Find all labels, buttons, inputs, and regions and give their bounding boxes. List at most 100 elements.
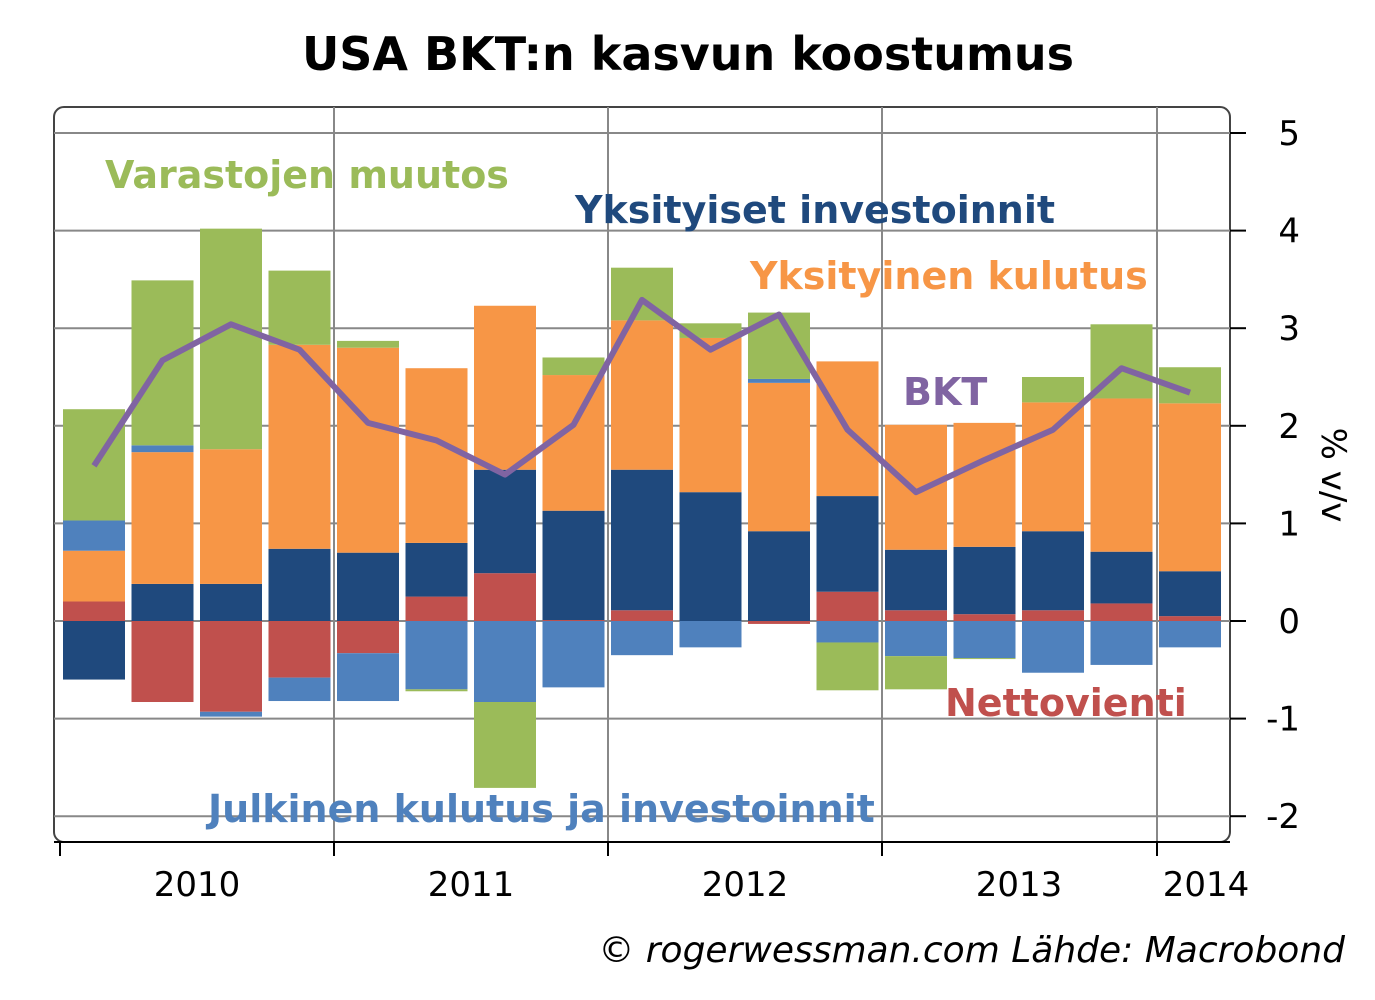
bar-nettovienti [200,621,262,712]
bar-yksityiset-investoinnit [748,531,810,621]
bar-yksityinen-kulutus [679,337,742,493]
bar-varastojen-muutos [542,357,605,376]
bar-yksityinen-kulutus [268,344,331,549]
bar-nettovienti [1090,603,1153,621]
bar-nettovienti [63,601,125,621]
bar-yksityinen-kulutus [337,347,399,553]
legend-label-government: Julkinen kulutus ja investoinnit [205,787,875,831]
bar-yksityiset-investoinnit [679,492,742,621]
bar-yksityiset-investoinnit [131,583,194,621]
bar-nettovienti [1159,616,1221,621]
bar-julkinen-kulutus-ja-investoinnit [131,445,194,453]
bar-julkinen-kulutus-ja-investoinnit [474,621,536,703]
y-tick-label: 3 [1278,309,1300,349]
bar-julkinen-kulutus-ja-investoinnit [63,520,125,551]
bar-nettovienti [885,610,947,621]
bar-nettovienti [1022,610,1084,621]
bar-yksityinen-kulutus [885,424,947,550]
bar-nettovienti [131,621,194,703]
bar-julkinen-kulutus-ja-investoinnit [337,653,399,702]
bar-julkinen-kulutus-ja-investoinnit [1090,621,1153,665]
x-tick-label: 2012 [702,865,789,905]
bar-julkinen-kulutus-ja-investoinnit [542,621,605,688]
bar-julkinen-kulutus-ja-investoinnit [611,621,673,656]
bar-yksityinen-kulutus [1090,398,1153,552]
bar-yksityinen-kulutus [953,422,1016,547]
source-credit: © rogerwessman.com Lähde: Macrobond [598,930,1346,971]
bar-nettovienti [816,591,879,621]
x-tick-label: 2013 [976,865,1063,905]
bar-yksityinen-kulutus [131,452,194,584]
bar-nettovienti [474,573,536,621]
bar-yksityinen-kulutus [1022,402,1084,532]
bar-yksityiset-investoinnit [200,583,262,621]
bar-yksityiset-investoinnit [63,621,125,680]
bar-yksityiset-investoinnit [474,469,536,574]
bar-varastojen-muutos [405,689,468,692]
bar-nettovienti [268,621,331,678]
bar-yksityiset-investoinnit [816,496,879,592]
legend-label-private-consumption: Yksityinen kulutus [749,254,1148,298]
y-axis-label: % v/v [1313,428,1353,523]
bar-yksityiset-investoinnit [1159,571,1221,617]
bar-julkinen-kulutus-ja-investoinnit [679,621,742,648]
bar-varastojen-muutos [337,340,399,348]
bar-julkinen-kulutus-ja-investoinnit [200,711,262,717]
x-tick-label: 2014 [1163,865,1250,905]
legend-label-inventory: Varastojen muutos [105,153,509,197]
bars [63,228,1221,788]
bar-varastojen-muutos [885,656,947,690]
bar-nettovienti [337,621,399,654]
y-tick-label: -1 [1266,700,1300,740]
bar-yksityiset-investoinnit [953,546,1016,615]
bar-yksityinen-kulutus [63,550,125,602]
bkt-line [91,296,1192,496]
bar-varastojen-muutos [679,323,742,338]
y-tick-label: 2 [1278,407,1300,447]
bar-julkinen-kulutus-ja-investoinnit [748,378,810,383]
bar-varastojen-muutos [816,642,879,691]
bar-yksityinen-kulutus [611,320,673,470]
y-axis: -2 -1 0 1 2 3 4 5 [1230,114,1300,837]
bar-julkinen-kulutus-ja-investoinnit [885,621,947,657]
bar-julkinen-kulutus-ja-investoinnit [1159,621,1221,648]
x-tick-label: 2010 [154,865,241,905]
bar-yksityiset-investoinnit [1022,531,1084,611]
bar-yksityiset-investoinnit [542,510,605,621]
bar-varastojen-muutos [200,228,262,450]
y-tick-label: 4 [1278,212,1300,252]
bar-yksityiset-investoinnit [337,552,399,621]
x-tick-label: 2011 [428,865,515,905]
bar-julkinen-kulutus-ja-investoinnit [268,677,331,702]
y-tick-label: -2 [1266,797,1300,837]
legend-label-private-investment: Yksityiset investoinnit [574,188,1055,232]
bar-nettovienti [542,620,605,621]
bar-yksityiset-investoinnit [1090,551,1153,604]
bar-yksityinen-kulutus [200,449,262,584]
bar-yksityiset-investoinnit [405,542,468,597]
legend-label-net-exports: Nettovienti [945,681,1187,725]
bar-varastojen-muutos [474,702,536,788]
legend-label-gdp: BKT [903,370,987,414]
bar-julkinen-kulutus-ja-investoinnit [816,621,879,643]
bar-yksityinen-kulutus [474,305,536,470]
bar-julkinen-kulutus-ja-investoinnit [953,621,1016,659]
bar-yksityiset-investoinnit [611,469,673,611]
bar-varastojen-muutos [1022,377,1084,403]
bar-varastojen-muutos [268,270,331,345]
bar-yksityiset-investoinnit [268,548,331,621]
chart-title: USA BKT:n kasvun koostumus [302,27,1074,81]
bar-yksityiset-investoinnit [885,549,947,611]
y-tick-label: 0 [1278,602,1300,642]
bar-nettovienti [748,621,810,624]
bar-yksityinen-kulutus [748,382,810,532]
x-axis: 2010 2011 2012 2013 2014 [54,841,1250,905]
bar-julkinen-kulutus-ja-investoinnit [405,621,468,690]
bar-nettovienti [611,610,673,621]
bar-varastojen-muutos [953,658,1016,660]
bar-yksityinen-kulutus [405,368,468,543]
y-tick-label: 5 [1278,114,1300,154]
bar-nettovienti [953,614,1016,621]
y-tick-label: 1 [1278,504,1300,544]
